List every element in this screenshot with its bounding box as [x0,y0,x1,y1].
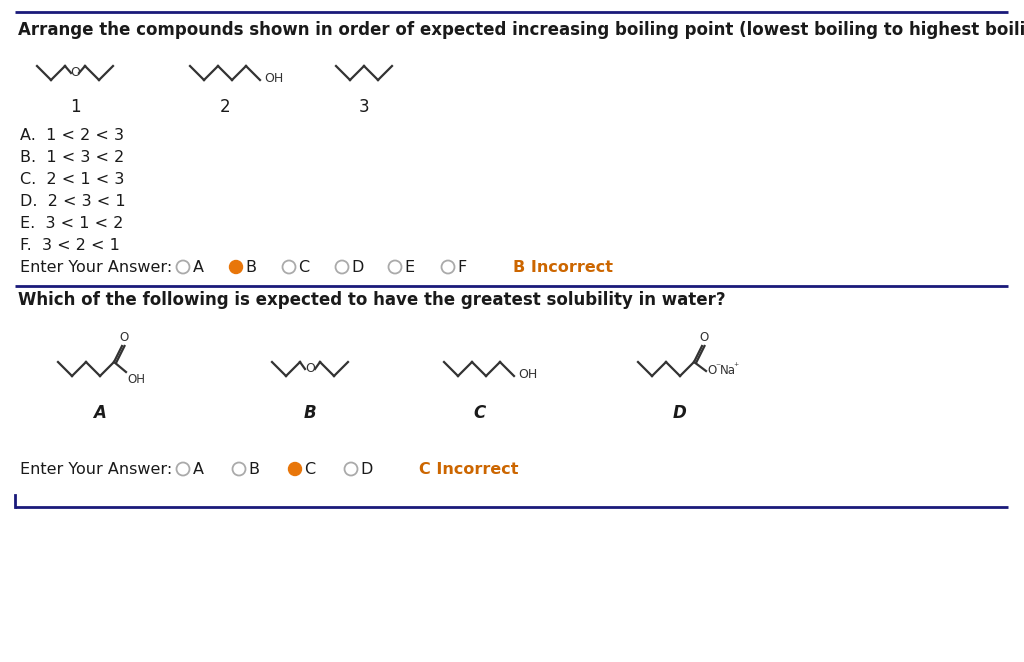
Text: 3: 3 [358,98,370,116]
Text: ⁺: ⁺ [733,362,738,372]
Text: B: B [246,260,256,275]
Text: 1: 1 [70,98,80,116]
Text: Which of the following is expected to have the greatest solubility in water?: Which of the following is expected to ha… [18,291,726,309]
Text: OH: OH [264,71,284,85]
Text: OH: OH [127,373,145,386]
Text: O: O [707,365,716,377]
Text: C Incorrect: C Incorrect [419,461,518,477]
Text: 2: 2 [220,98,230,116]
Text: OH: OH [518,367,538,381]
Text: C.  2 < 1 < 3: C. 2 < 1 < 3 [20,171,124,187]
Text: D: D [351,260,364,275]
Text: D: D [360,461,373,477]
Text: Enter Your Answer:: Enter Your Answer: [20,260,172,275]
Text: E: E [404,260,415,275]
Text: Arrange the compounds shown in order of expected increasing boiling point (lowes: Arrange the compounds shown in order of … [18,21,1024,39]
Text: E.  3 < 1 < 2: E. 3 < 1 < 2 [20,216,123,230]
Text: O: O [120,331,129,344]
Text: ⁻: ⁻ [715,362,720,372]
Text: B Incorrect: B Incorrect [513,260,613,275]
Text: A.  1 < 2 < 3: A. 1 < 2 < 3 [20,128,124,142]
Circle shape [289,463,301,475]
Text: O: O [70,66,80,79]
Text: C: C [474,404,486,422]
Text: F: F [458,260,467,275]
Text: A: A [193,260,204,275]
Text: O: O [699,331,709,344]
Text: D.  2 < 3 < 1: D. 2 < 3 < 1 [20,193,126,209]
Text: F.  3 < 2 < 1: F. 3 < 2 < 1 [20,238,120,252]
Text: Na: Na [720,365,736,377]
Text: A: A [193,461,204,477]
Text: C: C [299,260,309,275]
Text: D: D [673,404,687,422]
Text: B: B [304,404,316,422]
Circle shape [229,261,243,273]
Text: B: B [249,461,259,477]
Text: C: C [304,461,315,477]
Text: A: A [93,404,106,422]
Text: B.  1 < 3 < 2: B. 1 < 3 < 2 [20,150,124,164]
Text: Enter Your Answer:: Enter Your Answer: [20,461,172,477]
Text: O: O [305,361,315,375]
